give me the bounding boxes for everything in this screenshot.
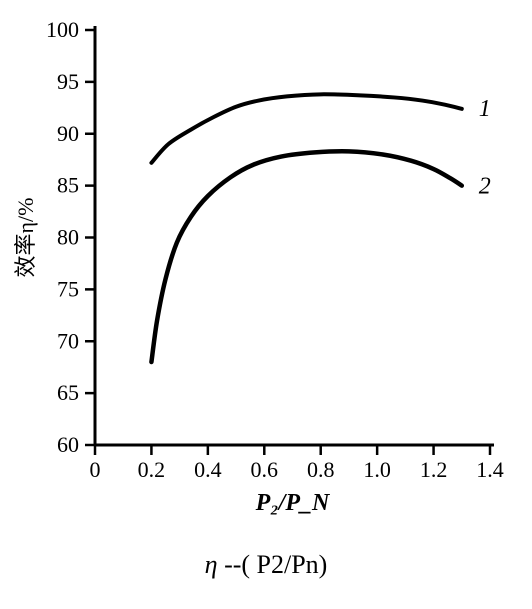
x-tick-label: 1.0 [363,457,391,482]
series-label-1: 1 [479,96,491,122]
chart-container: 60 65 70 75 80 85 90 95 100 0 0.2 0.4 0.6 0.8 1.0 1.2 1.… [0,0,532,609]
y-tick-label: 65 [57,380,79,405]
chart-caption: η --( P2/Pn) [0,550,532,580]
x-tick-label: 1.4 [476,457,504,482]
y-tick-label: 80 [57,225,79,250]
y-tick-label: 95 [57,69,79,94]
line-chart: 60 65 70 75 80 85 90 95 100 0 0.2 0.4 0.6 0.8 1.0 1.2 1.… [0,0,532,540]
caption-eta: η [205,550,218,579]
y-tick-label: 70 [57,328,79,353]
series-2 [151,151,461,362]
y-tick-label: 85 [57,173,79,198]
x-tick-label: 0.6 [251,457,279,482]
x-tick-label: 0.2 [138,457,166,482]
series-label-2: 2 [479,174,491,200]
x-tick-label: 0.8 [307,457,335,482]
y-axis-label: 效率η/% [13,198,38,278]
caption-rest: --( P2/Pn) [224,550,327,579]
y-tick-label: 100 [46,17,79,42]
x-tick-label: 1.2 [420,457,448,482]
x-tick-label: 0 [90,457,101,482]
x-tick-label: 0.4 [194,457,222,482]
x-axis-label: P₂/P_N [255,490,331,516]
y-tick-label: 90 [57,121,79,146]
y-tick-label: 75 [57,276,79,301]
y-tick-label: 60 [57,432,79,457]
